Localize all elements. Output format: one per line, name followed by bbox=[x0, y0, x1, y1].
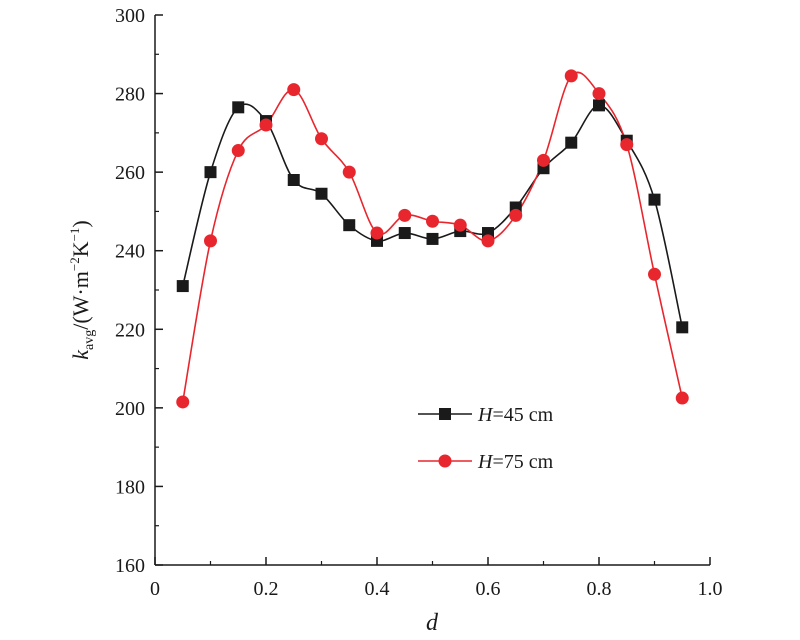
y-tick-label: 260 bbox=[115, 162, 145, 184]
data-point-square bbox=[287, 174, 300, 186]
data-point-square bbox=[232, 101, 245, 114]
data-point-square bbox=[398, 227, 411, 240]
x-tick-label: 0 bbox=[150, 578, 160, 600]
data-point-circle bbox=[315, 132, 328, 146]
y-tick-label: 280 bbox=[115, 84, 145, 106]
data-point-circle bbox=[481, 234, 495, 248]
data-point-square bbox=[676, 321, 689, 334]
data-point-circle bbox=[648, 267, 661, 281]
data-point-circle bbox=[453, 218, 467, 232]
y-tick-label: 220 bbox=[115, 319, 145, 341]
data-point-circle bbox=[620, 138, 634, 152]
x-tick-label: 0.4 bbox=[365, 578, 390, 600]
data-point-circle bbox=[259, 118, 273, 132]
y-tick-label: 180 bbox=[115, 476, 145, 498]
legend-marker-square bbox=[439, 408, 451, 420]
data-point-circle bbox=[176, 395, 190, 409]
data-point-circle bbox=[564, 69, 578, 83]
ticks: 0 0.2 0.4 0.6 0.8 1.0 160 180 200 220 240 260 280 300 bbox=[115, 5, 723, 600]
x-axis-label: d bbox=[426, 610, 439, 636]
data-point-square bbox=[204, 166, 217, 179]
data-point-circle bbox=[592, 87, 606, 101]
x-tick-label: 0.2 bbox=[254, 578, 279, 600]
data-point-square bbox=[648, 193, 661, 206]
axes bbox=[154, 15, 710, 566]
data-point-circle bbox=[204, 234, 217, 248]
legend-label: H=75 cm bbox=[477, 451, 554, 473]
legend: H=45 cm H=75 cm bbox=[418, 404, 554, 473]
data-point-circle bbox=[287, 83, 301, 97]
data-point-square bbox=[315, 187, 328, 200]
legend-label: H=45 cm bbox=[477, 404, 554, 426]
data-point-circle bbox=[426, 214, 439, 228]
data-point-square bbox=[565, 136, 578, 149]
data-point-circle bbox=[509, 208, 523, 222]
data-point-circle bbox=[537, 153, 550, 167]
x-tick-label: 0.8 bbox=[587, 578, 612, 600]
data-point-square bbox=[426, 232, 439, 245]
data-point-square bbox=[343, 219, 356, 232]
series-markers bbox=[176, 69, 689, 409]
data-point-circle bbox=[231, 144, 245, 158]
data-point-square bbox=[176, 280, 189, 293]
y-tick-label: 300 bbox=[115, 5, 145, 27]
plot-area bbox=[176, 69, 689, 409]
data-point-circle bbox=[675, 391, 689, 405]
y-tick-label: 240 bbox=[115, 241, 145, 263]
y-tick-label: 160 bbox=[115, 555, 145, 577]
y-tick-label: 200 bbox=[115, 398, 145, 420]
data-point-circle bbox=[398, 208, 412, 222]
data-point-square bbox=[593, 99, 605, 112]
legend-marker-circle bbox=[438, 454, 452, 468]
x-tick-label: 0.6 bbox=[476, 578, 501, 600]
y-axis-label: kavg/(W·m−2K−1) bbox=[67, 220, 97, 360]
data-point-circle bbox=[342, 165, 356, 179]
data-point-circle bbox=[370, 226, 384, 240]
x-tick-label: 1.0 bbox=[698, 578, 723, 600]
